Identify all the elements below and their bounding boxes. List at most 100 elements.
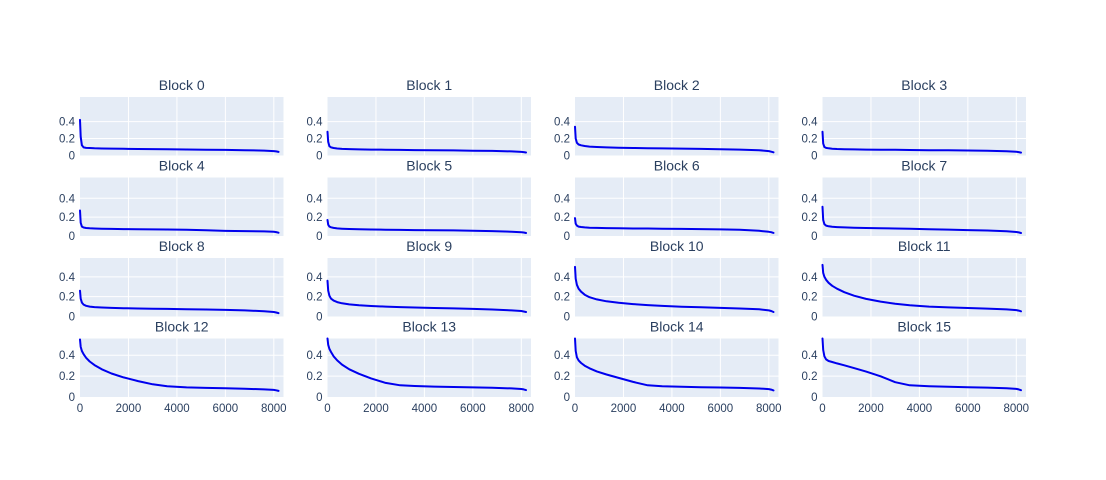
- subplot-title: Block 13: [402, 319, 456, 335]
- line-series: [326, 337, 527, 392]
- y-tick-label: 0: [564, 392, 570, 404]
- y-tick-label: 0.2: [554, 292, 570, 304]
- subplot-block-14: Block 14 0 0.2 0.4 0 2000 4000 6000 8000: [554, 319, 782, 416]
- y-tick-label: 0.2: [802, 134, 818, 146]
- x-tick-label: 6000: [708, 403, 734, 415]
- line-series: [821, 205, 1022, 234]
- x-tick-label: 0: [819, 403, 825, 415]
- y-tick-label: 0.2: [59, 292, 75, 304]
- subplot-title: Block 12: [155, 319, 209, 335]
- plot-area: [80, 97, 284, 156]
- y-tick-label: 0.4: [307, 193, 324, 205]
- x-tick-label: 2000: [858, 403, 884, 415]
- subplot-block-13: Block 13 0 0.2 0.4 0 2000 4000 6000 8000: [307, 319, 535, 416]
- line-series: [821, 263, 1022, 313]
- y-tick-label: 0: [811, 312, 817, 324]
- subplot-title: Block 5: [406, 158, 452, 174]
- y-tick-label: 0: [811, 392, 817, 404]
- subplot-block-9: Block 9 0 0.2 0.4: [307, 238, 531, 324]
- subplot-title: Block 4: [159, 158, 205, 174]
- x-tick-label: 6000: [460, 403, 486, 415]
- y-tick-label: 0.2: [554, 371, 570, 383]
- line-series: [79, 209, 280, 234]
- y-tick-label: 0.2: [307, 134, 323, 146]
- x-tick-label: 2000: [611, 403, 637, 415]
- x-tick-label: 0: [572, 403, 578, 415]
- y-tick-label: 0: [564, 312, 570, 324]
- subplot-title: Block 14: [650, 319, 704, 335]
- subplot-title: Block 2: [654, 77, 700, 93]
- y-tick-label: 0.4: [802, 272, 819, 284]
- x-tick-label: 6000: [955, 403, 981, 415]
- y-tick-label: 0.2: [307, 292, 323, 304]
- line-series: [574, 265, 775, 313]
- y-tick-label: 0: [316, 151, 322, 163]
- y-tick-label: 0: [564, 151, 570, 163]
- subplot-block-10: Block 10 0 0.2 0.4: [554, 238, 779, 324]
- subplot-title: Block 15: [897, 319, 951, 335]
- line-series: [79, 338, 280, 392]
- subplot-title: Block 8: [159, 238, 205, 254]
- y-tick-label: 0.2: [307, 212, 323, 224]
- y-tick-label: 0: [811, 151, 817, 163]
- plot-area: [822, 258, 1026, 317]
- subplot-block-4: Block 4 0 0.2 0.4: [59, 158, 284, 243]
- subplot-title: Block 1: [406, 77, 452, 93]
- x-tick-label: 8000: [509, 403, 535, 415]
- y-tick-label: 0: [69, 392, 75, 404]
- plot-area: [80, 177, 284, 236]
- y-tick-label: 0: [316, 312, 322, 324]
- y-tick-label: 0.2: [307, 371, 323, 383]
- y-tick-label: 0.2: [802, 292, 818, 304]
- x-tick-label: 4000: [907, 403, 933, 415]
- x-tick-label: 0: [77, 403, 83, 415]
- line-series: [326, 219, 527, 234]
- y-tick-label: 0.2: [554, 212, 570, 224]
- y-tick-label: 0.4: [59, 272, 76, 284]
- subplot-title: Block 7: [901, 158, 947, 174]
- line-series: [79, 289, 280, 315]
- y-tick-label: 0.2: [59, 371, 75, 383]
- plot-area: [327, 97, 531, 156]
- y-tick-label: 0.4: [554, 350, 571, 362]
- x-tick-label: 0: [324, 403, 330, 415]
- y-tick-label: 0.4: [802, 350, 819, 362]
- line-series: [821, 337, 1022, 392]
- line-series: [821, 130, 1022, 154]
- subplot-block-0: Block 0 0 0.2 0.4: [59, 77, 284, 163]
- subplot-block-5: Block 5 0 0.2 0.4: [307, 158, 531, 243]
- y-tick-label: 0: [316, 231, 322, 243]
- plot-area: [80, 258, 284, 317]
- y-tick-label: 0.4: [554, 193, 571, 205]
- y-tick-label: 0.2: [554, 134, 570, 146]
- y-tick-label: 0.4: [59, 117, 76, 129]
- subplot-title: Block 3: [901, 77, 947, 93]
- subplot-title: Block 11: [898, 238, 951, 254]
- y-tick-label: 0: [69, 312, 75, 324]
- line-series: [574, 217, 775, 234]
- plot-area: [822, 97, 1026, 156]
- y-tick-label: 0.4: [59, 193, 76, 205]
- x-tick-label: 4000: [412, 403, 438, 415]
- y-tick-label: 0: [564, 231, 570, 243]
- x-tick-label: 8000: [756, 403, 782, 415]
- x-tick-label: 6000: [213, 403, 239, 415]
- line-series: [326, 279, 527, 313]
- subplot-block-2: Block 2 0 0.2 0.4: [554, 77, 779, 163]
- line-series: [574, 337, 775, 392]
- plot-area: [575, 97, 779, 156]
- y-tick-label: 0.2: [802, 371, 818, 383]
- y-tick-label: 0.4: [554, 117, 571, 129]
- subplot-block-11: Block 11 0 0.2 0.4: [802, 238, 1026, 324]
- y-tick-label: 0.4: [59, 350, 76, 362]
- plot-area: [327, 258, 531, 317]
- line-series: [79, 118, 280, 153]
- subplot-title: Block 6: [654, 158, 700, 174]
- y-tick-label: 0.4: [554, 272, 571, 284]
- subplot-block-3: Block 3 0 0.2 0.4: [802, 77, 1026, 163]
- x-tick-label: 8000: [261, 403, 287, 415]
- subplot-block-1: Block 1 0 0.2 0.4: [307, 77, 531, 163]
- plot-area: [575, 258, 779, 317]
